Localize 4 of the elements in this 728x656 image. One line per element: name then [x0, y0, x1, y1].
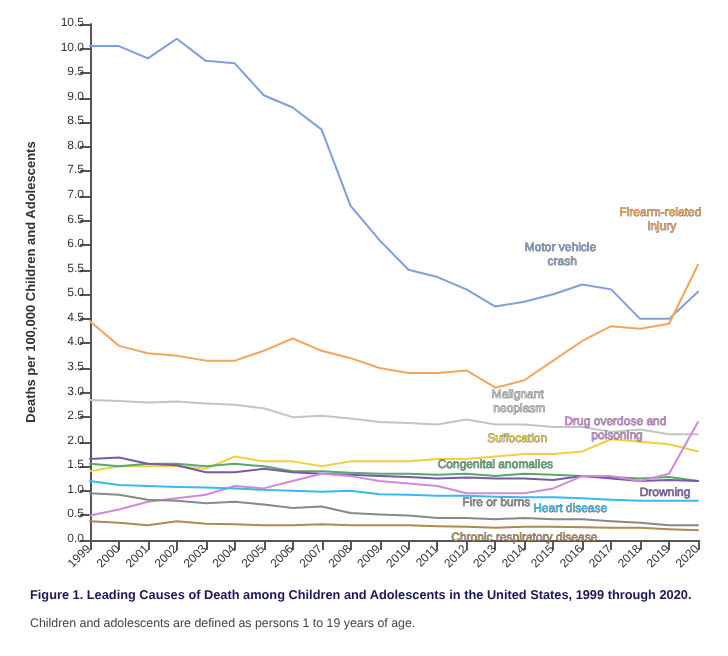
line-series: [89, 462, 699, 483]
line-series: [89, 456, 699, 483]
line-series: [89, 263, 699, 389]
line-series: [89, 37, 699, 320]
